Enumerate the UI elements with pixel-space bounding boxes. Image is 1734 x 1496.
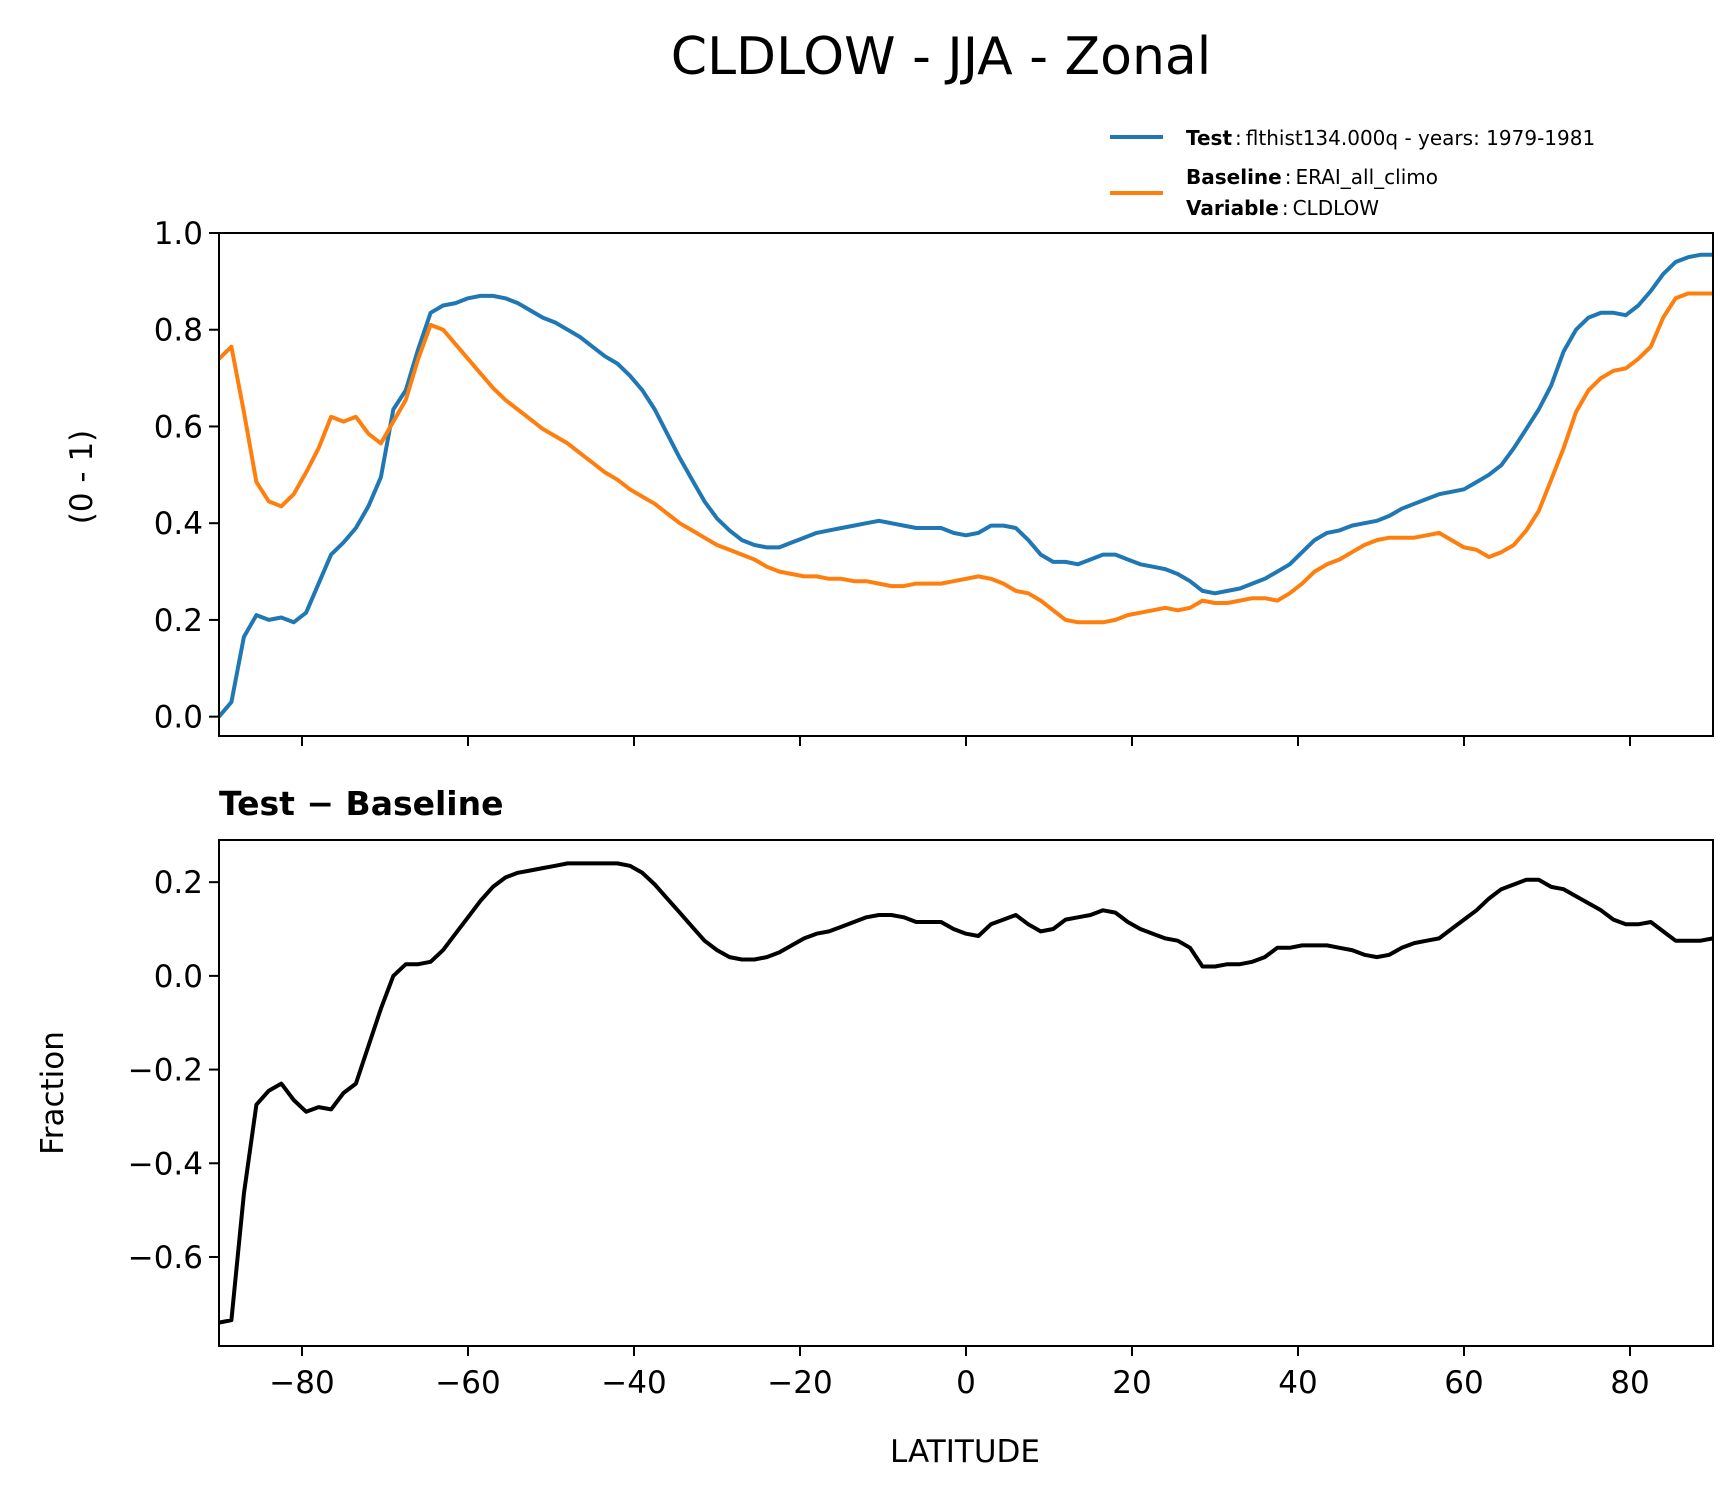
legend: Test: flthist134.000q - years: 1979-1981 … — [1110, 126, 1595, 220]
series-line-baseline — [217, 291, 1713, 625]
series-line-test — [217, 252, 1713, 718]
bottom-x-ticks: −80 −60 −40 −20 0 20 40 60 80 — [269, 1346, 1650, 1401]
y-tick-label: 0.2 — [154, 865, 203, 901]
legend-baseline-detail: ERAI_all_climo — [1295, 165, 1438, 189]
x-tick-label: 60 — [1444, 1365, 1483, 1401]
top-axes-frame — [218, 232, 1714, 737]
legend-test-detail: flthist134.000q - years: 1979-1981 — [1246, 126, 1595, 150]
x-tick-label: 40 — [1278, 1365, 1317, 1401]
y-tick-label: 0.8 — [154, 313, 203, 349]
x-tick-label: 20 — [1112, 1365, 1151, 1401]
x-axis-label: LATITUDE — [890, 1434, 1040, 1470]
y-tick-label: 0.6 — [154, 409, 203, 445]
y-tick-label: 0.2 — [154, 603, 203, 639]
zonal-mean-panel: 0.0 0.2 0.4 0.6 0.8 1.0 (0 - 1) — [64, 216, 1714, 746]
top-x-ticks — [301, 736, 1631, 746]
legend-variable-label: Variable — [1186, 196, 1279, 220]
y-tick-label: 1.0 — [154, 216, 203, 252]
legend-test-label: Test — [1186, 126, 1232, 150]
bottom-axes-frame — [218, 839, 1714, 1347]
y-tick-label: 0.4 — [154, 506, 203, 542]
top-y-ticks: 0.0 0.2 0.4 0.6 0.8 1.0 — [154, 216, 219, 736]
x-tick-label: 80 — [1610, 1365, 1649, 1401]
top-series — [217, 252, 1713, 718]
legend-entry-baseline: Baseline: ERAI_all_climo — [1186, 165, 1438, 189]
x-tick-label: 0 — [956, 1365, 976, 1401]
bottom-y-ticks: −0.6 −0.4 −0.2 0.0 0.2 — [128, 865, 219, 1276]
legend-entry-variable: Variable: CLDLOW — [1186, 196, 1379, 220]
legend-entry-test: Test: flthist134.000q - years: 1979-1981 — [1186, 126, 1595, 150]
y-tick-label: −0.2 — [128, 1053, 203, 1089]
series-line-test-baseline — [218, 861, 1714, 1325]
legend-variable-detail: CLDLOW — [1293, 196, 1380, 220]
bottom-series — [218, 861, 1714, 1325]
y-tick-label: −0.6 — [128, 1240, 203, 1276]
y-tick-label: 0.0 — [154, 959, 203, 995]
y-tick-label: 0.0 — [154, 700, 203, 736]
y-tick-label: −0.4 — [128, 1146, 203, 1182]
legend-baseline-label: Baseline — [1186, 165, 1282, 189]
top-y-axis-label: (0 - 1) — [64, 430, 100, 525]
x-tick-label: −60 — [435, 1365, 500, 1401]
x-tick-label: −20 — [767, 1365, 832, 1401]
difference-panel: −0.6 −0.4 −0.2 0.0 0.2 −80 −60 −40 −20 0 20 40 60 80… — [35, 784, 1714, 1401]
bottom-y-axis-label: Fraction — [35, 1031, 71, 1155]
difference-subtitle: Test − Baseline — [219, 784, 504, 823]
x-tick-label: −40 — [601, 1365, 666, 1401]
x-tick-label: −80 — [269, 1365, 334, 1401]
chart-title: CLDLOW - JJA - Zonal — [671, 27, 1211, 87]
